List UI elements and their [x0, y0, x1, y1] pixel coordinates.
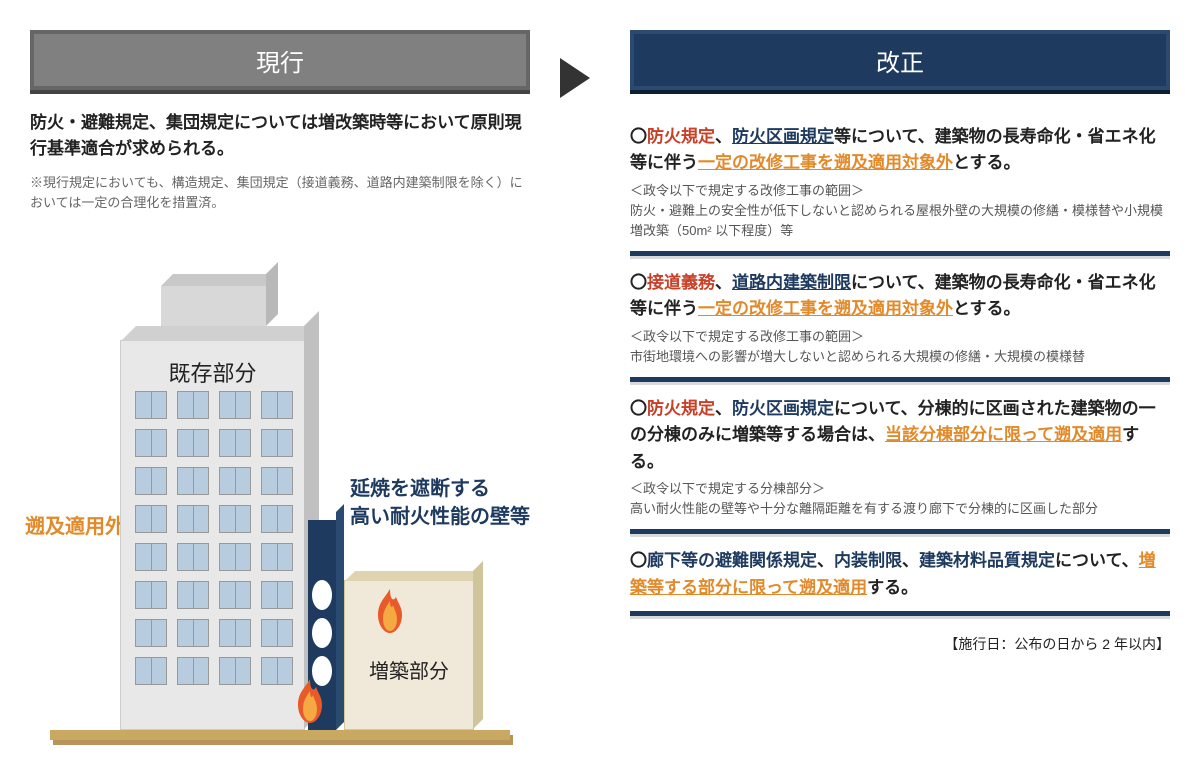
current-description: 防火・避難規定、集団規定については増改築時等において原則現行基準適合が求められる…	[30, 110, 530, 163]
existing-building: 既存部分	[120, 340, 305, 730]
arrow-right-icon	[560, 58, 590, 98]
header-current-label: 現行	[256, 43, 304, 78]
extension-label: 増築部分	[345, 655, 473, 684]
infographic-container: 現行 防火・避難規定、集団規定については増改築時等において原則現行基準適合が求め…	[0, 0, 1200, 760]
header-revised-label: 改正	[876, 43, 924, 78]
header-current: 現行	[30, 30, 530, 90]
flame-icon	[290, 677, 330, 725]
revision-item-1: 〇防火規定、防火区画規定等について、建築物の長寿命化・省エネ化等に伴う一定の改修…	[630, 124, 1170, 256]
label-retroactive-exempt: 遡及適用外	[25, 510, 125, 539]
revision-item-3: 〇防火規定、防火区画規定について、分棟的に区画された建築物の一の分棟のみに増築等…	[630, 396, 1170, 534]
left-column: 現行 防火・避難規定、集団規定については増改築時等において原則現行基準適合が求め…	[30, 30, 530, 740]
existing-building-label: 既存部分	[121, 356, 304, 388]
label-fire-wall: 延焼を遮断する 高い耐火性能の壁等	[350, 475, 530, 531]
revision-item-2: 〇接道義務、道路内建築制限について、建築物の長寿命化・省エネ化等に伴う一定の改修…	[630, 270, 1170, 382]
current-note: ※現行規定においても、構造規定、集団規定（接道義務、道路内建築制限を除く）におい…	[30, 173, 530, 213]
enforcement-date: 【施行日：公布の日から 2 年以内】	[630, 634, 1170, 654]
ground	[50, 730, 510, 740]
flame-icon	[370, 587, 410, 635]
building-diagram: 遡及適用外 延焼を遮断する 高い耐火性能の壁等 既存部分	[30, 290, 530, 760]
roof-structure	[161, 286, 266, 326]
header-revised: 改正	[630, 30, 1170, 90]
building-windows	[135, 391, 295, 685]
wall-label-line2: 高い耐火性能の壁等	[350, 503, 530, 531]
arrow-column	[560, 30, 600, 740]
revision-item-4: 〇廊下等の避難関係規定、内装制限、建築材料品質規定について、増築等する部分に限っ…	[630, 548, 1170, 616]
wall-label-line1: 延焼を遮断する	[350, 475, 530, 503]
right-column: 改正 〇防火規定、防火区画規定等について、建築物の長寿命化・省エネ化等に伴う一定…	[630, 30, 1170, 740]
wall-pattern	[312, 580, 332, 686]
